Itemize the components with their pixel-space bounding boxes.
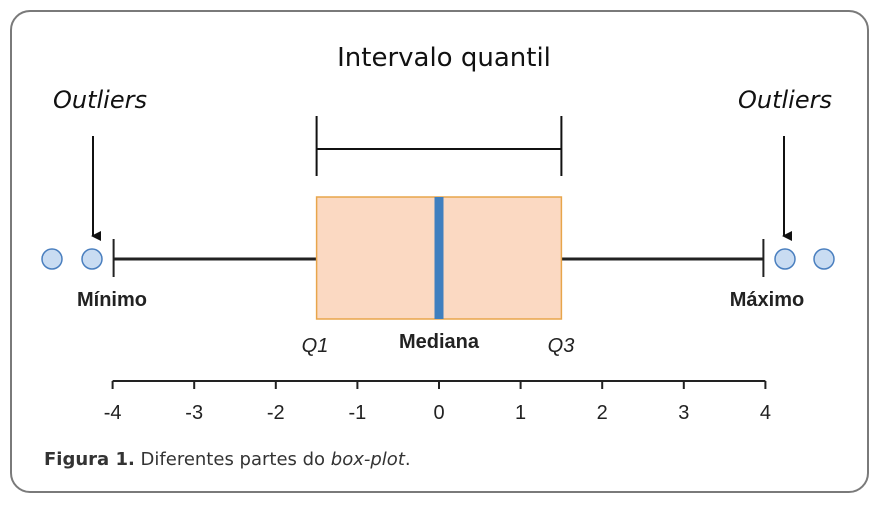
outlier-point — [41, 248, 63, 270]
caption-italic-term: box-plot — [330, 449, 405, 470]
minimo-label: Mínimo — [77, 289, 147, 311]
x-axis-tick-label: 2 — [597, 402, 608, 424]
x-axis-tick-label: -3 — [185, 402, 203, 424]
iqr-bracket — [315, 116, 563, 176]
x-axis-tick-label: -4 — [104, 402, 122, 424]
caption-end: . — [404, 449, 411, 470]
figure-caption: Figura 1. Diferentes partes do box-plot. — [44, 449, 411, 470]
mediana-label: Mediana — [399, 331, 480, 353]
caption-text: Diferentes partes do — [134, 449, 331, 470]
x-axis-tick-label: 3 — [678, 402, 689, 424]
maximo-label: Máximo — [730, 289, 804, 311]
x-axis-tick-label: 4 — [760, 402, 771, 424]
x-axis-ticks: -4 -3 -2 -1 0 1 2 3 4 — [104, 381, 771, 424]
outlier-point — [81, 248, 103, 270]
outliers-label-right: Outliers — [738, 86, 832, 114]
x-axis-tick-label: -1 — [349, 402, 367, 424]
median-line — [434, 197, 444, 319]
outlier-points — [41, 248, 835, 270]
q3-label: Q3 — [548, 335, 575, 357]
outlier-point — [813, 248, 835, 270]
q1-label: Q1 — [302, 335, 329, 357]
interval-title: Intervalo quantil — [337, 43, 551, 73]
outlier-point — [774, 248, 796, 270]
x-axis-tick-label: -2 — [267, 402, 285, 424]
caption-figure-number: Figura 1. — [44, 449, 135, 470]
x-axis-tick-label: 1 — [515, 402, 526, 424]
outliers-label-left: Outliers — [53, 86, 147, 114]
x-axis-tick-label: 0 — [433, 402, 444, 424]
